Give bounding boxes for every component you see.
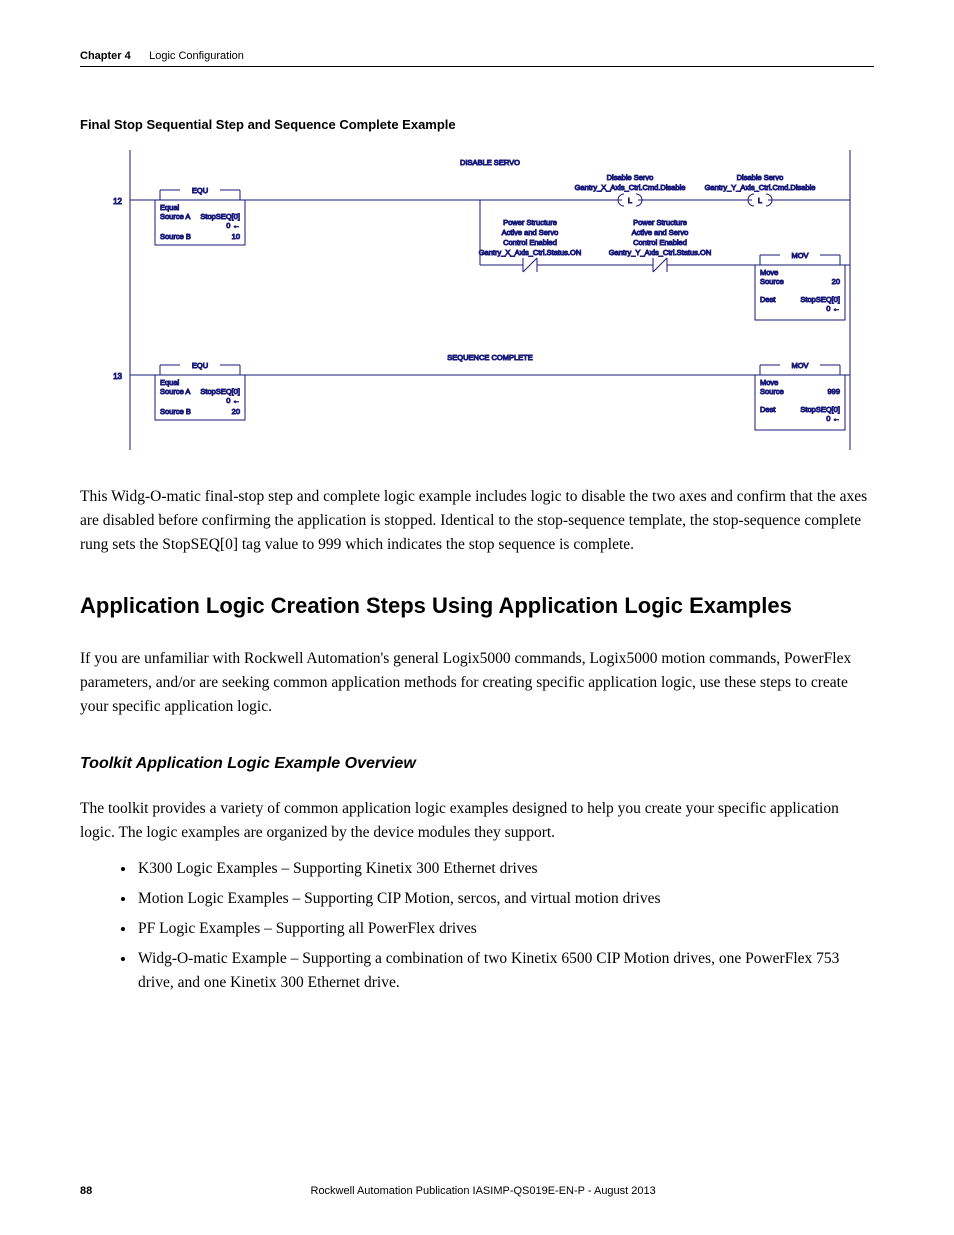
svg-text:Source A: Source A <box>160 212 190 221</box>
rung12-xio2: Power Structure Active and Servo Control… <box>609 218 712 272</box>
example-heading: Final Stop Sequential Step and Sequence … <box>80 117 874 132</box>
page-header: Chapter 4 Logic Configuration <box>80 50 874 62</box>
svg-text:StopSEQ[0]: StopSEQ[0] <box>800 405 840 414</box>
svg-text:StopSEQ[0]: StopSEQ[0] <box>200 387 240 396</box>
svg-text:Move: Move <box>760 378 778 387</box>
svg-text:0 ←: 0 ← <box>826 304 840 313</box>
svg-text:L: L <box>628 196 632 205</box>
svg-text:Power Structure: Power Structure <box>503 218 557 227</box>
rung12-coil2: Disable Servo Gantry_Y_Axis_Ctrl.Cmd.Dis… <box>705 173 816 206</box>
svg-text:Source B: Source B <box>160 407 191 416</box>
rung12-mov-block: MOV Move Source 20 Dest StopSEQ[0] 0 ← <box>750 251 845 320</box>
rung13-mov-block: MOV Move Source 999 Dest StopSEQ[0] 0 ← <box>750 361 845 430</box>
svg-text:Source: Source <box>760 277 784 286</box>
svg-text:Dest: Dest <box>760 295 776 304</box>
chapter-title: Logic Configuration <box>149 50 244 62</box>
svg-text:Gantry_Y_Axis_Ctrl.Status.ON: Gantry_Y_Axis_Ctrl.Status.ON <box>609 248 712 257</box>
rung13-num: 13 <box>113 372 122 381</box>
rung12-xio1: Power Structure Active and Servo Control… <box>479 218 582 272</box>
svg-text:Gantry_X_Axis_Ctrl.Status.ON: Gantry_X_Axis_Ctrl.Status.ON <box>479 248 582 257</box>
publication-id: Rockwell Automation Publication IASIMP-Q… <box>92 1185 874 1197</box>
paragraph-1: This Widg-O-matic final-stop step and co… <box>80 485 874 557</box>
header-rule <box>80 66 874 67</box>
page-number: 88 <box>80 1185 92 1197</box>
svg-text:Gantry_X_Axis_Ctrl.Cmd.Disable: Gantry_X_Axis_Ctrl.Cmd.Disable <box>575 183 686 192</box>
svg-text:Equal: Equal <box>160 203 180 212</box>
svg-text:10: 10 <box>232 232 240 241</box>
list-item: Widg-O-matic Example – Supporting a comb… <box>136 947 874 995</box>
rung13-comment: SEQUENCE COMPLETE <box>447 353 532 362</box>
svg-text:EQU: EQU <box>192 361 208 370</box>
svg-text:Control Enabled: Control Enabled <box>503 238 557 247</box>
svg-text:0 ←: 0 ← <box>226 396 240 405</box>
svg-text:Source A: Source A <box>160 387 190 396</box>
rung12-num: 12 <box>113 197 122 206</box>
svg-text:Disable Servo: Disable Servo <box>607 173 654 182</box>
svg-text:L: L <box>758 196 762 205</box>
svg-text:20: 20 <box>232 407 240 416</box>
page-footer: 88 Rockwell Automation Publication IASIM… <box>80 1185 874 1197</box>
paragraph-2: If you are unfamiliar with Rockwell Auto… <box>80 647 874 719</box>
svg-text:Control Enabled: Control Enabled <box>633 238 687 247</box>
svg-text:0 ←: 0 ← <box>226 221 240 230</box>
svg-text:Source: Source <box>760 387 784 396</box>
subsection-heading: Toolkit Application Logic Example Overvi… <box>80 755 874 773</box>
rung13-equ-block: EQU Equal Source A StopSEQ[0] 0 ← Source… <box>150 361 245 420</box>
svg-text:Power Structure: Power Structure <box>633 218 687 227</box>
chapter-label: Chapter 4 <box>80 50 131 62</box>
section-heading: Application Logic Creation Steps Using A… <box>80 593 874 619</box>
svg-text:Source B: Source B <box>160 232 191 241</box>
rung12-equ-block: EQU Equal Source A StopSEQ[0] 0 ← Source… <box>150 186 245 245</box>
svg-text:0 ←: 0 ← <box>826 414 840 423</box>
svg-text:StopSEQ[0]: StopSEQ[0] <box>800 295 840 304</box>
svg-text:Active and Servo: Active and Servo <box>502 228 559 237</box>
svg-text:Disable Servo: Disable Servo <box>737 173 784 182</box>
example-list: K300 Logic Examples – Supporting Kinetix… <box>136 857 874 995</box>
svg-text:Equal: Equal <box>160 378 180 387</box>
paragraph-3: The toolkit provides a variety of common… <box>80 797 874 845</box>
ladder-diagram: DISABLE SERVO 12 EQU Equal Source A Stop… <box>100 150 860 455</box>
list-item: PF Logic Examples – Supporting all Power… <box>136 917 874 941</box>
svg-text:MOV: MOV <box>791 251 808 260</box>
svg-text:Gantry_Y_Axis_Ctrl.Cmd.Disable: Gantry_Y_Axis_Ctrl.Cmd.Disable <box>705 183 816 192</box>
list-item: K300 Logic Examples – Supporting Kinetix… <box>136 857 874 881</box>
svg-text:Move: Move <box>760 268 778 277</box>
svg-text:StopSEQ[0]: StopSEQ[0] <box>200 212 240 221</box>
rung12-coil1: Disable Servo Gantry_X_Axis_Ctrl.Cmd.Dis… <box>575 173 686 206</box>
svg-text:Dest: Dest <box>760 405 776 414</box>
svg-text:EQU: EQU <box>192 186 208 195</box>
svg-text:20: 20 <box>832 277 840 286</box>
svg-text:MOV: MOV <box>791 361 808 370</box>
rung12-comment: DISABLE SERVO <box>460 158 520 167</box>
svg-text:Active and Servo: Active and Servo <box>632 228 689 237</box>
list-item: Motion Logic Examples – Supporting CIP M… <box>136 887 874 911</box>
svg-text:999: 999 <box>827 387 840 396</box>
